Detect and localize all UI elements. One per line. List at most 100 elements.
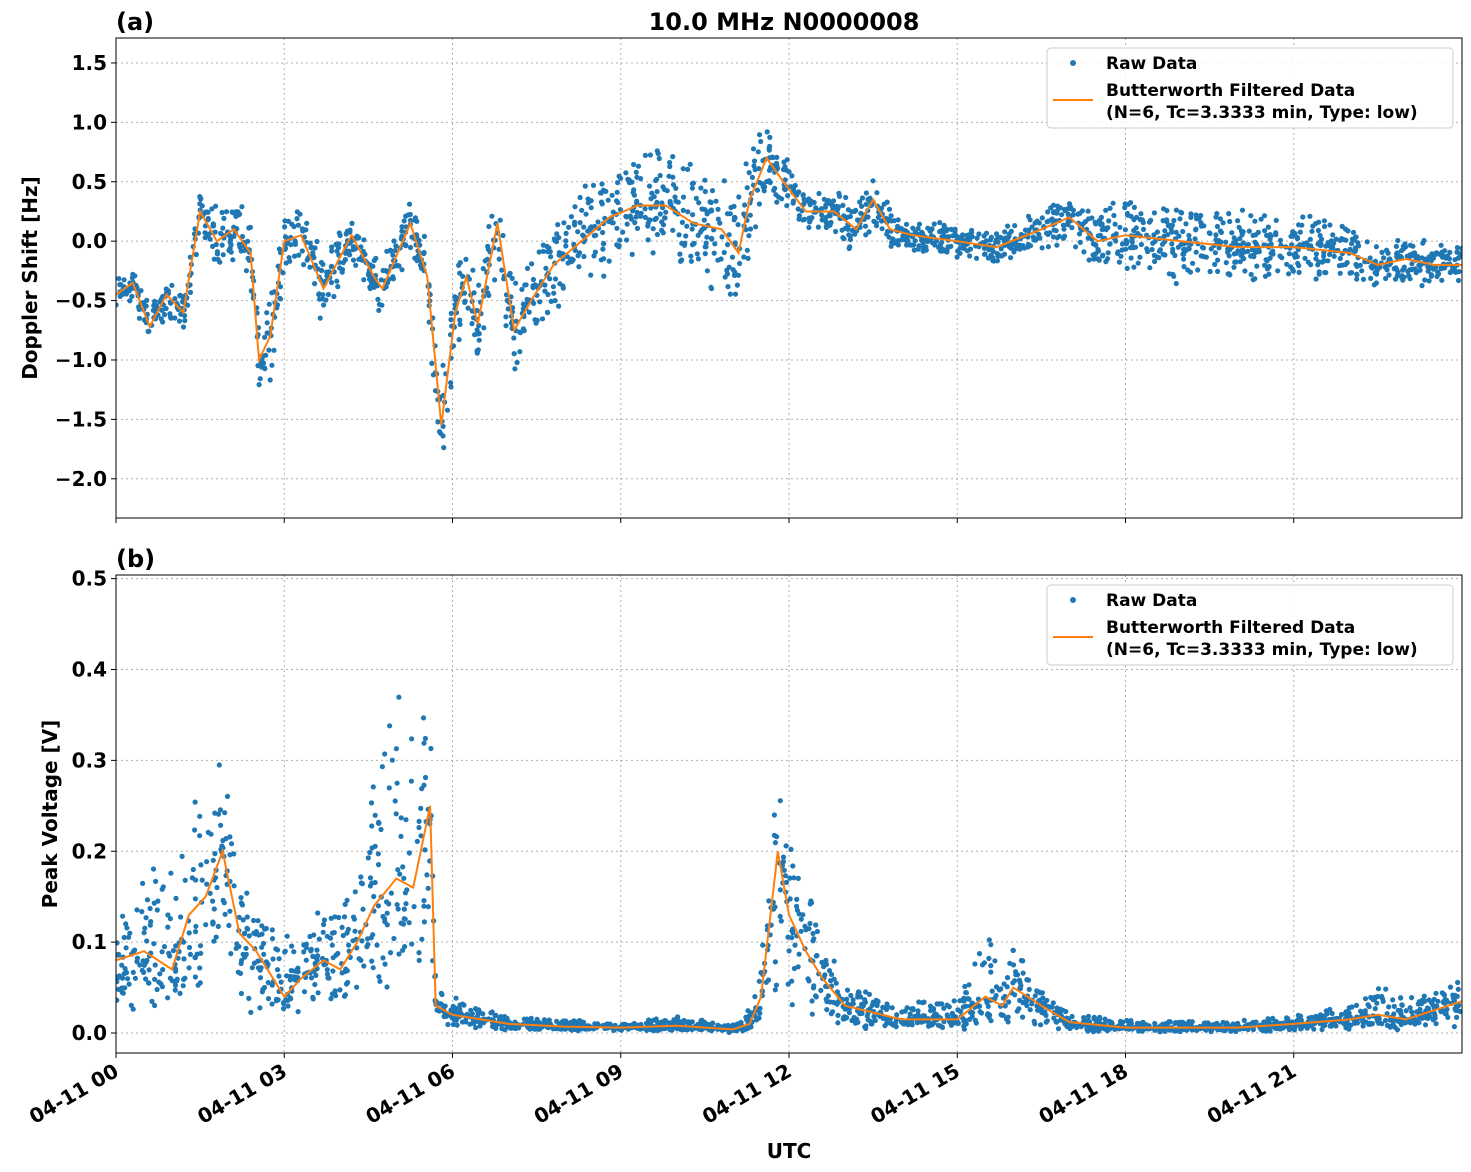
raw-data-point (1124, 239, 1130, 245)
raw-data-point (1045, 231, 1051, 237)
raw-data-point (147, 905, 153, 912)
raw-data-point (962, 1017, 968, 1024)
raw-data-point (1315, 227, 1321, 234)
raw-data-point (969, 1000, 975, 1006)
raw-data-point (638, 210, 644, 216)
raw-data-point (882, 1023, 888, 1029)
raw-data-point (1330, 232, 1336, 238)
raw-data-point (944, 1002, 950, 1008)
raw-data-point (160, 967, 166, 973)
raw-data-point (312, 981, 318, 988)
raw-data-point (218, 230, 224, 236)
raw-data-point (152, 976, 158, 982)
raw-data-point (1316, 271, 1322, 277)
raw-data-point (563, 243, 569, 249)
raw-data-point (726, 232, 732, 238)
raw-data-point (1018, 957, 1024, 964)
raw-data-point (1284, 261, 1290, 267)
raw-data-point (509, 275, 515, 281)
raw-data-point (659, 219, 665, 225)
raw-data-point (1446, 256, 1452, 262)
raw-data-point (751, 163, 757, 169)
y-tick-label: 0.2 (72, 839, 107, 863)
raw-data-point (238, 990, 244, 997)
raw-data-point (283, 997, 289, 1003)
raw-data-point (539, 316, 546, 322)
raw-data-point (181, 956, 187, 962)
raw-data-point (961, 245, 967, 252)
raw-data-point (1180, 251, 1186, 257)
raw-data-point (398, 920, 404, 926)
raw-data-point (888, 218, 894, 224)
raw-data-point (116, 302, 119, 308)
raw-data-point (785, 193, 791, 199)
raw-data-point (631, 192, 638, 198)
raw-data-point (1027, 243, 1034, 249)
raw-data-point (823, 957, 829, 964)
raw-data-point (1307, 236, 1313, 242)
raw-data-point (1426, 254, 1432, 260)
raw-data-point (384, 984, 390, 990)
raw-data-point (687, 161, 693, 167)
raw-data-point (1012, 223, 1018, 229)
raw-data-point (127, 930, 133, 936)
y-tick-label: 0.5 (72, 567, 107, 591)
raw-data-point (334, 278, 340, 284)
raw-data-point (473, 1025, 479, 1031)
raw-data-point (312, 281, 318, 287)
raw-data-point (1307, 213, 1313, 219)
raw-data-point (1180, 228, 1186, 235)
raw-data-point (911, 242, 917, 248)
raw-data-point (1151, 210, 1157, 216)
raw-data-point (764, 129, 770, 135)
raw-data-point (715, 216, 721, 222)
raw-data-point (177, 293, 183, 299)
raw-data-point (1056, 233, 1062, 239)
raw-data-point (386, 901, 392, 907)
raw-data-point (1280, 1025, 1286, 1031)
raw-data-point (257, 975, 264, 981)
raw-data-point (650, 226, 656, 232)
raw-data-point (1379, 249, 1385, 255)
raw-data-point (795, 875, 801, 882)
raw-data-point (325, 291, 331, 298)
raw-data-point (1016, 977, 1023, 983)
raw-data-point (1188, 214, 1194, 220)
raw-data-point (1353, 1002, 1360, 1009)
raw-data-point (614, 189, 620, 195)
raw-data-point (1342, 1011, 1348, 1017)
raw-data-point (736, 194, 742, 200)
raw-data-point (1226, 253, 1232, 259)
raw-data-point (537, 299, 543, 305)
raw-data-point (1140, 226, 1147, 232)
raw-data-point (894, 1012, 900, 1018)
raw-data-point (226, 247, 232, 253)
raw-data-point (215, 923, 221, 930)
raw-data-point (1454, 245, 1460, 251)
raw-data-point (368, 800, 375, 806)
raw-data-point (1325, 240, 1331, 246)
raw-data-point (1454, 249, 1460, 255)
raw-data-point (1091, 1014, 1097, 1020)
raw-data-point (1338, 1011, 1345, 1018)
raw-data-point (486, 223, 492, 230)
raw-data-point (198, 862, 204, 868)
raw-data-point (329, 942, 335, 948)
raw-data-point (1313, 221, 1319, 227)
raw-data-point (129, 293, 135, 299)
raw-data-point (868, 1019, 874, 1025)
raw-data-point (825, 993, 832, 999)
raw-data-point (1077, 239, 1083, 245)
raw-data-point (132, 273, 138, 279)
raw-data-point (743, 161, 749, 167)
raw-data-point (1004, 975, 1011, 981)
raw-data-point (670, 154, 676, 160)
raw-data-point (1054, 1019, 1060, 1025)
raw-data-point (840, 235, 846, 241)
raw-data-point (397, 871, 403, 877)
raw-data-point (930, 1021, 936, 1027)
raw-data-point (585, 196, 591, 202)
raw-data-point (211, 938, 217, 944)
raw-data-point (548, 254, 554, 260)
raw-data-point (207, 236, 213, 242)
